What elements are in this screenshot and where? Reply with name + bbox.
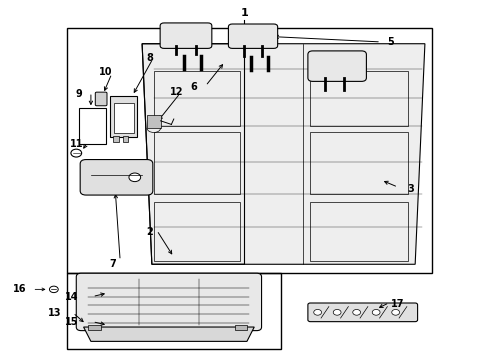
Circle shape <box>371 310 379 315</box>
Text: 5: 5 <box>386 37 393 47</box>
Text: 17: 17 <box>390 299 404 309</box>
Polygon shape <box>142 44 424 264</box>
Text: 9: 9 <box>75 89 82 99</box>
FancyBboxPatch shape <box>228 24 277 48</box>
Circle shape <box>71 149 81 157</box>
Bar <box>154 202 239 261</box>
FancyBboxPatch shape <box>307 51 366 81</box>
Text: 4: 4 <box>175 37 182 47</box>
Text: 14: 14 <box>64 292 78 302</box>
Bar <box>310 132 407 194</box>
Text: 2: 2 <box>146 227 152 237</box>
Bar <box>79 108 105 144</box>
FancyBboxPatch shape <box>76 273 261 330</box>
Circle shape <box>129 173 141 181</box>
Bar <box>147 116 160 128</box>
Text: 1: 1 <box>240 8 248 18</box>
Bar <box>122 136 128 142</box>
Polygon shape <box>83 327 254 341</box>
FancyBboxPatch shape <box>307 303 417 321</box>
Circle shape <box>49 286 58 293</box>
Text: 6: 6 <box>189 82 196 92</box>
Bar <box>66 28 431 273</box>
Bar <box>154 71 239 126</box>
Bar <box>88 325 101 329</box>
Bar <box>234 325 246 329</box>
Text: 16: 16 <box>13 284 26 294</box>
Circle shape <box>352 310 360 315</box>
Bar <box>310 71 407 126</box>
Bar <box>154 132 239 194</box>
Bar <box>66 273 281 348</box>
FancyBboxPatch shape <box>160 23 211 48</box>
Bar <box>113 136 119 142</box>
Text: 11: 11 <box>69 139 83 149</box>
Text: 10: 10 <box>99 67 112 77</box>
Bar <box>310 202 407 261</box>
Bar <box>110 96 137 137</box>
Circle shape <box>313 310 321 315</box>
Circle shape <box>332 310 340 315</box>
Text: 3: 3 <box>406 184 413 194</box>
Text: 8: 8 <box>146 53 153 63</box>
Text: 15: 15 <box>64 317 78 327</box>
Circle shape <box>391 310 399 315</box>
Text: 13: 13 <box>47 308 61 318</box>
Text: 7: 7 <box>109 259 116 269</box>
FancyBboxPatch shape <box>80 159 153 195</box>
Text: 12: 12 <box>169 87 183 97</box>
FancyBboxPatch shape <box>95 92 107 106</box>
Bar <box>114 103 134 134</box>
